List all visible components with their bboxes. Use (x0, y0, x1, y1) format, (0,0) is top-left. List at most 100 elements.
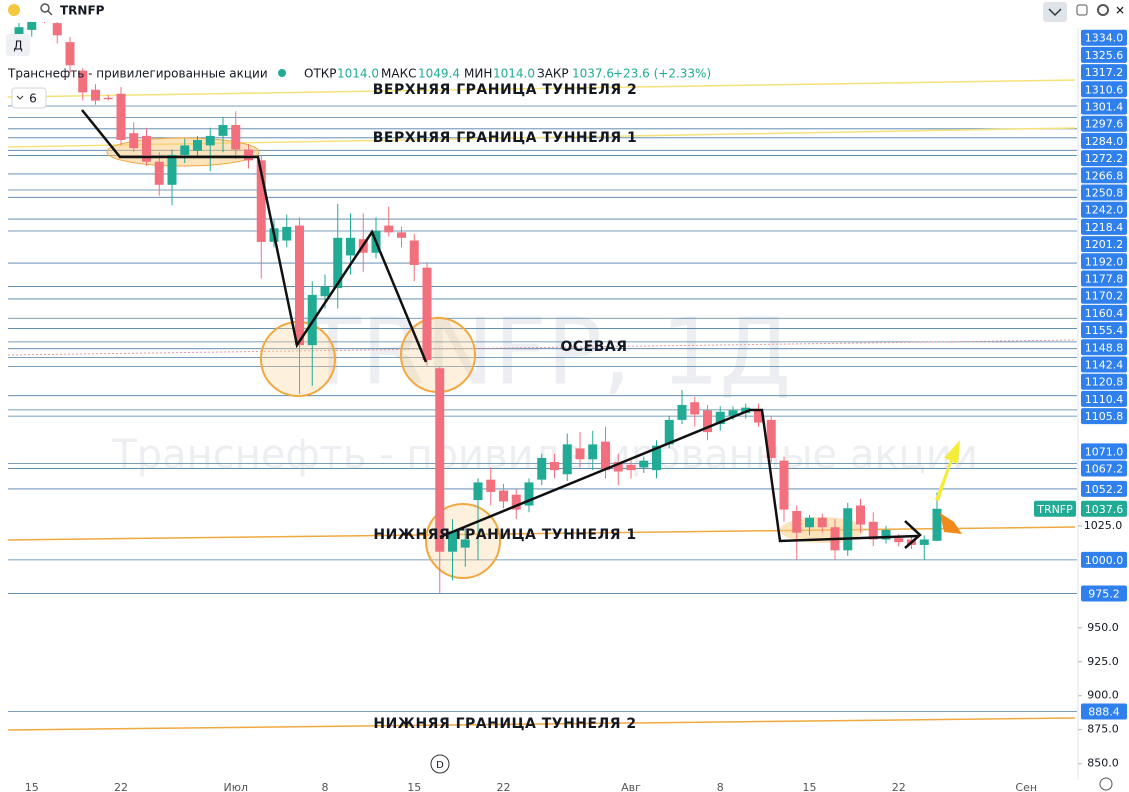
candle-body (690, 402, 700, 415)
level-label: 888.4 (1088, 706, 1120, 719)
candle-body (601, 441, 610, 471)
level-label-box (1081, 703, 1127, 720)
ohlc-value: 1037.6 (572, 67, 614, 81)
level-label-box (1081, 236, 1127, 253)
close-icon[interactable]: ✕ (1115, 4, 1125, 18)
candle-body (180, 145, 190, 155)
forecast-arrow (935, 440, 960, 501)
level-label-box (1081, 304, 1127, 321)
level-label-box (1081, 201, 1127, 218)
level-label-box (1081, 218, 1127, 235)
indicators-button[interactable] (11, 87, 47, 109)
x-tick-label: Сен (1015, 781, 1037, 792)
candles (14, 2, 942, 594)
annotation: НИЖНЯЯ ГРАНИЦА ТУННЕЛЯ 2 (373, 716, 636, 732)
candle-body (282, 226, 292, 241)
symbol-tag-label: TRNFP (1036, 503, 1073, 516)
price-tag-label: 1037.6 (1085, 503, 1124, 516)
level-label-box (1081, 115, 1127, 132)
candle-body (91, 89, 100, 101)
level-label: 1170.2 (1085, 290, 1124, 303)
candle-body (167, 154, 177, 185)
level-label: 1284.0 (1085, 135, 1124, 148)
candle-body (256, 160, 266, 242)
candle-body (52, 23, 62, 36)
level-label-box (1081, 373, 1127, 390)
ohlc-value: 1014.0 (493, 67, 535, 81)
candle-body (575, 448, 585, 460)
candle-body (460, 539, 470, 548)
y-tick-label: 850.0 (1087, 757, 1119, 770)
level-label: 1272.2 (1085, 152, 1124, 165)
candle-body (766, 419, 776, 458)
x-tick-label: Июл (223, 781, 248, 792)
candle-body (932, 508, 942, 541)
level-label-box (1081, 184, 1127, 201)
market-status (278, 69, 286, 77)
watermark: TRNFP, 1Д (304, 298, 791, 405)
level-label-box (1081, 29, 1127, 46)
level-label: 1310.6 (1085, 83, 1124, 96)
dropdown[interactable] (1043, 2, 1067, 22)
search-icon[interactable] (40, 3, 50, 13)
y-tick-label: 950.0 (1087, 621, 1119, 634)
candle-body (754, 410, 763, 423)
candle-body (715, 411, 725, 424)
level-label: 1155.4 (1085, 324, 1124, 337)
candle-body (626, 464, 636, 471)
time-axis: 15 22 Июл 8 15 22 Авг 8 15 22 Сен (25, 781, 1037, 792)
level-label-box (1081, 98, 1127, 115)
level-label: 1334.0 (1085, 32, 1124, 45)
level-label: 1250.8 (1085, 186, 1124, 199)
candle-body (320, 286, 330, 297)
candle-body (154, 161, 164, 185)
candle-body (894, 538, 904, 543)
level-label: 1052.2 (1085, 483, 1124, 496)
tunnel-line (7, 79, 1076, 98)
candle-body (27, 19, 37, 30)
candle-body (65, 42, 75, 66)
candle-body (435, 368, 445, 552)
settings-icon[interactable] (1099, 777, 1113, 791)
level-label: 1266.8 (1085, 169, 1124, 182)
change: +23.6 (+2.33%) (613, 67, 711, 81)
candle-body (422, 267, 432, 361)
level-label-box (1081, 132, 1127, 149)
candle-body (231, 125, 241, 150)
candle-body (397, 232, 406, 238)
ohlc-label: МИН (464, 67, 492, 81)
symbol[interactable]: TRNFP (60, 4, 105, 18)
candle-body (103, 97, 113, 100)
tunnel-line (7, 526, 1076, 541)
candle-body (205, 135, 215, 146)
candle-body (218, 125, 228, 136)
level-label: 975.2 (1088, 588, 1120, 601)
window-icon[interactable] (1076, 4, 1088, 16)
level-label-box (1081, 81, 1127, 98)
dropdown-icon (1048, 8, 1062, 17)
candle-body (346, 237, 355, 256)
x-tick-label: 8 (717, 781, 724, 792)
x-tick-label: 8 (322, 781, 329, 792)
candle-body (409, 240, 419, 265)
candle-body (639, 460, 649, 468)
x-tick-label: 15 (25, 781, 39, 792)
level-label-box (1081, 64, 1127, 81)
settings-icon[interactable] (1097, 4, 1109, 16)
dividend-marker[interactable] (430, 754, 450, 774)
annotation: ВЕРХНЯЯ ГРАНИЦА ТУННЕЛЯ 1 (373, 130, 637, 146)
candle-body (664, 419, 674, 445)
ohlc-label: ЗАКР (537, 67, 569, 81)
candle-body (486, 479, 496, 492)
candle-body (817, 517, 827, 528)
candle-body (193, 139, 202, 151)
interval-button[interactable] (6, 34, 30, 56)
candle-body (142, 135, 151, 162)
candle-body (703, 410, 712, 433)
indicators-count: 6 (29, 92, 37, 106)
candle-body (843, 508, 853, 551)
candle-body (78, 70, 88, 93)
y-tick-label: 1025.0 (1084, 519, 1123, 532)
candle-body (588, 444, 598, 460)
